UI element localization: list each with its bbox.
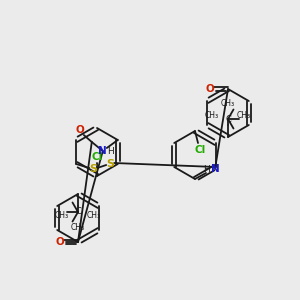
Text: CH₃: CH₃: [237, 112, 251, 121]
Text: S: S: [89, 164, 97, 174]
Text: H: H: [107, 146, 114, 155]
Text: O: O: [56, 237, 64, 247]
Text: C: C: [225, 115, 231, 124]
Text: S: S: [106, 159, 114, 169]
Text: Cl: Cl: [92, 152, 103, 162]
Text: CH₃: CH₃: [205, 112, 219, 121]
Text: CH₃: CH₃: [87, 211, 101, 220]
Text: C: C: [75, 208, 81, 217]
Text: N: N: [98, 146, 107, 156]
Text: H: H: [204, 164, 210, 173]
Text: O: O: [75, 125, 84, 135]
Text: CH₃: CH₃: [71, 223, 85, 232]
Text: Cl: Cl: [194, 145, 206, 155]
Text: O: O: [206, 84, 214, 94]
Text: CH₃: CH₃: [221, 100, 235, 109]
Text: CH₃: CH₃: [55, 211, 69, 220]
Text: N: N: [211, 164, 219, 174]
